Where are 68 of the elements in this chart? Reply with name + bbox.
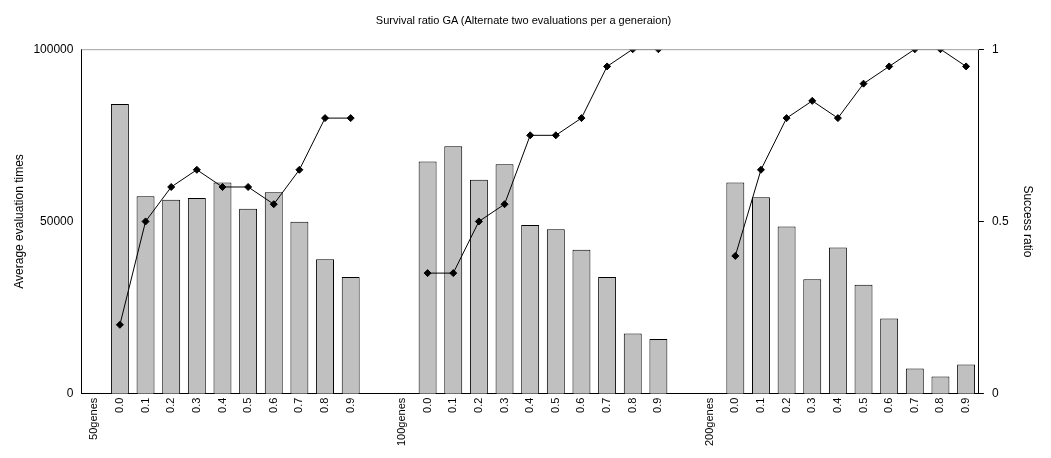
point — [962, 62, 971, 71]
point — [218, 182, 227, 191]
x-tick-label: 200genes — [702, 397, 715, 446]
x-tick-label: 0.9 — [343, 397, 356, 413]
y2-tick-label: 0.5 — [991, 213, 1009, 228]
x-tick-label: 0.2 — [164, 397, 177, 413]
point — [295, 165, 304, 174]
x-tick-label: 0.2 — [471, 397, 484, 413]
point — [833, 114, 842, 123]
point — [244, 182, 253, 191]
x-tick-label: 0.8 — [933, 397, 946, 413]
y-axis-title: Average evaluation times — [11, 154, 26, 289]
point — [577, 114, 586, 123]
point — [603, 62, 612, 71]
point — [474, 217, 483, 226]
point — [859, 79, 868, 88]
point — [526, 131, 535, 140]
point — [885, 62, 894, 71]
x-tick-label: 0.1 — [446, 397, 459, 413]
x-tick-label: 0.0 — [112, 397, 125, 413]
point — [192, 165, 201, 174]
x-tick-label: 0.6 — [574, 397, 587, 413]
point — [782, 114, 791, 123]
point — [808, 96, 817, 105]
point — [731, 251, 740, 260]
x-tick-label: 0.9 — [959, 397, 972, 413]
y2-tick-label: 1 — [991, 41, 999, 56]
x-tick-label: 0.7 — [907, 397, 920, 413]
y-tick-label: 50000 — [40, 213, 74, 228]
x-tick-label: 0.9 — [651, 397, 664, 413]
chart-title: Survival ratio GA (Alternate two evaluations per a generaion) — [375, 13, 672, 26]
point — [321, 114, 330, 123]
x-tick-label: 0.6 — [266, 397, 279, 413]
point — [756, 165, 765, 174]
point — [141, 217, 150, 226]
x-tick-label: 0.3 — [189, 397, 202, 413]
point — [115, 320, 124, 329]
y-tick-label: 0 — [66, 385, 74, 400]
x-tick-label: 50genes — [87, 397, 100, 440]
point — [269, 200, 278, 209]
point — [551, 131, 560, 140]
x-tick-label: 0.6 — [882, 397, 895, 413]
point — [500, 200, 509, 209]
x-tick-label: 0.0 — [728, 397, 741, 413]
x-tick-label: 0.1 — [753, 397, 766, 413]
x-tick-label: 0.4 — [523, 397, 536, 413]
y-tick-label: 100000 — [33, 41, 74, 56]
x-tick-label: 0.0 — [420, 397, 433, 413]
x-tick-label: 0.5 — [548, 397, 561, 413]
x-tick-label: 0.4 — [215, 397, 228, 413]
x-tick-label: 0.3 — [497, 397, 510, 413]
x-tick-label: 100genes — [395, 397, 407, 446]
x-tick-label: 0.1 — [138, 397, 151, 413]
y2-tick-label: 0 — [991, 385, 999, 400]
x-tick-label: 0.4 — [830, 397, 843, 413]
x-tick-label: 0.3 — [805, 397, 818, 413]
x-tick-label: 0.8 — [318, 397, 331, 413]
x-tick-label: 0.7 — [600, 397, 613, 413]
x-tick-label: 0.7 — [292, 397, 305, 413]
x-tick-label: 0.5 — [241, 397, 254, 413]
x-tick-label: 0.8 — [625, 397, 638, 413]
point — [346, 114, 355, 123]
point — [449, 269, 458, 278]
x-tick-label: 0.2 — [779, 397, 792, 413]
point — [423, 269, 432, 278]
y2-axis-title: Success ratio — [1021, 185, 1036, 258]
x-tick-label: 0.5 — [856, 397, 869, 413]
point — [167, 182, 176, 191]
